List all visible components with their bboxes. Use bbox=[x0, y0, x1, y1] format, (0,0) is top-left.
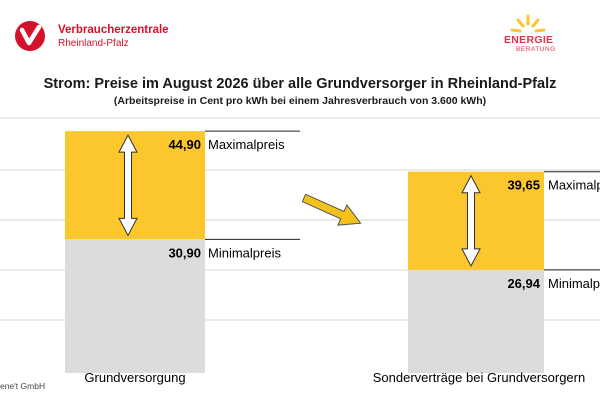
brand-region: Rheinland-Pfalz bbox=[58, 38, 129, 49]
brand-beratung: BERATUNG bbox=[516, 46, 556, 53]
verbraucherzentrale-check-logo-icon bbox=[15, 21, 45, 51]
min-value-label: 30,90 bbox=[168, 245, 201, 260]
category-label: Sonderverträge bei Grundversorgern bbox=[373, 370, 585, 385]
brand-name: Verbraucherzentrale bbox=[58, 24, 169, 36]
min-annotation: Minimalpreis bbox=[548, 276, 600, 291]
double-arrow-icon bbox=[118, 134, 138, 237]
max-annotation: Maximalpreis bbox=[548, 178, 600, 193]
verbraucherzentrale-logo: Verbraucherzentrale Rheinland-Pfalz bbox=[14, 20, 204, 52]
max-annotation: Maximalpreis bbox=[208, 137, 285, 152]
double-arrow-icon bbox=[461, 174, 481, 267]
energieberatung-logo: ENERGIE BERATUNG bbox=[494, 12, 584, 58]
connector-arrow-shape bbox=[301, 193, 362, 226]
max-value-label: 39,65 bbox=[507, 178, 540, 193]
min-annotation: Minimalpreis bbox=[208, 245, 281, 260]
chart-subtitle: (Arbeitspreise in Cent pro kWh bei einem… bbox=[113, 95, 487, 107]
category-label: Grundversorgung bbox=[84, 370, 185, 385]
min-range-bar bbox=[65, 239, 205, 373]
max-value-label: 44,90 bbox=[168, 137, 201, 152]
sun-rays-logo-icon bbox=[510, 14, 546, 33]
min-range-bar bbox=[408, 269, 544, 373]
source-note: ene't GmbH bbox=[0, 381, 46, 391]
chart-title: Strom: Preise im August 2026 über alle G… bbox=[43, 76, 557, 92]
arrow-right-down-icon bbox=[301, 193, 362, 226]
min-value-label: 26,94 bbox=[507, 276, 540, 291]
brand-energie: ENERGIE bbox=[504, 34, 554, 46]
